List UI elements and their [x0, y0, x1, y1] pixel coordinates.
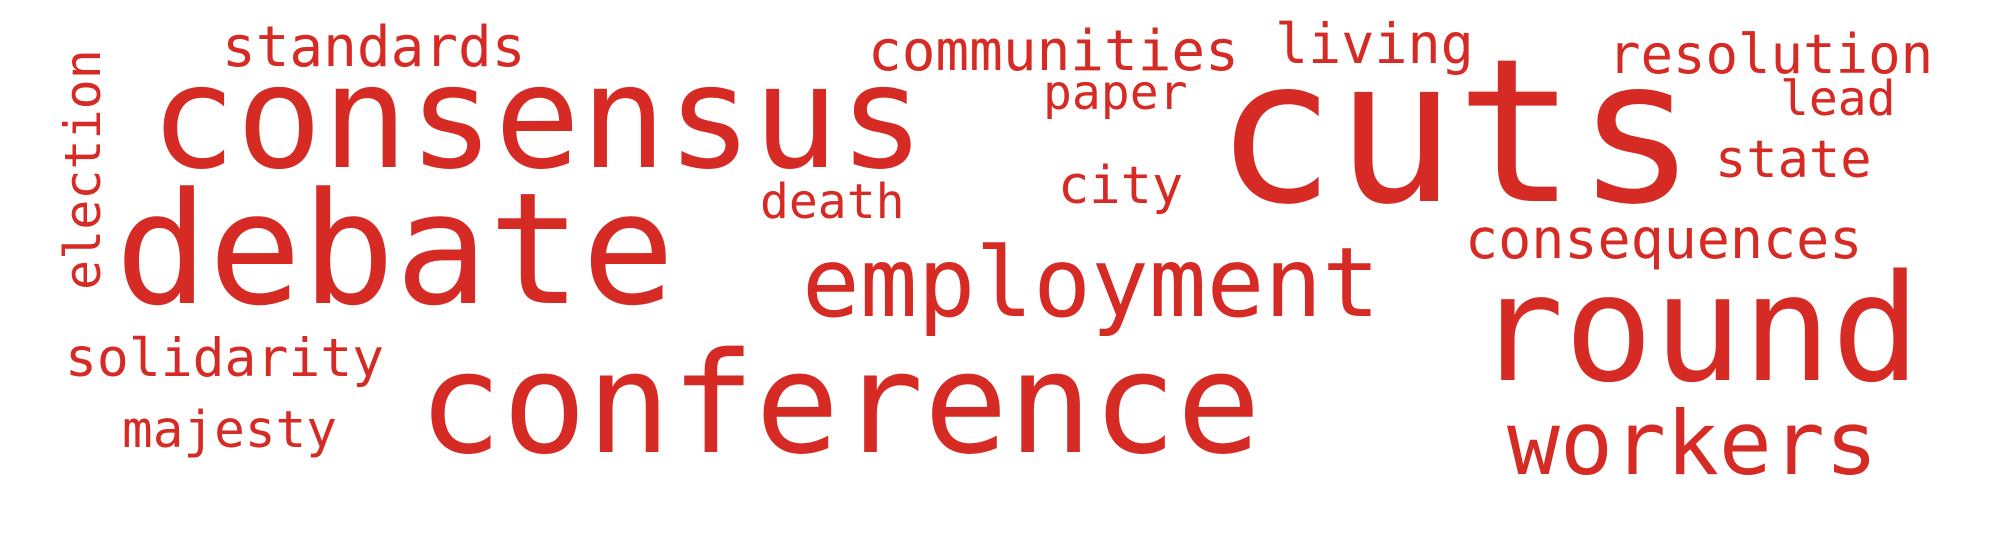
word-living: living: [1275, 12, 1474, 76]
word-election: election: [54, 49, 112, 290]
word-majesty: majesty: [122, 401, 337, 460]
word-resolution: resolution: [1608, 23, 1934, 86]
word-death: death: [760, 174, 905, 230]
word-conference: conference: [418, 323, 1261, 486]
word-consensus: consensus: [150, 34, 925, 201]
word-solidarity: solidarity: [65, 328, 385, 389]
word-employment: employment: [802, 227, 1380, 339]
word-round: round: [1475, 243, 1921, 415]
word-cuts: cuts: [1215, 16, 1697, 249]
word-standards: standards: [222, 15, 526, 80]
word-debate: debate: [115, 159, 675, 340]
word-paper: paper: [1043, 65, 1188, 121]
word-workers: workers: [1507, 392, 1878, 495]
word-communities: communities: [868, 19, 1239, 84]
word-consequences: consequences: [1465, 207, 1863, 271]
word-lead: lead: [1780, 71, 1896, 127]
word-city: city: [1058, 156, 1184, 216]
word-state: state: [1715, 130, 1872, 190]
